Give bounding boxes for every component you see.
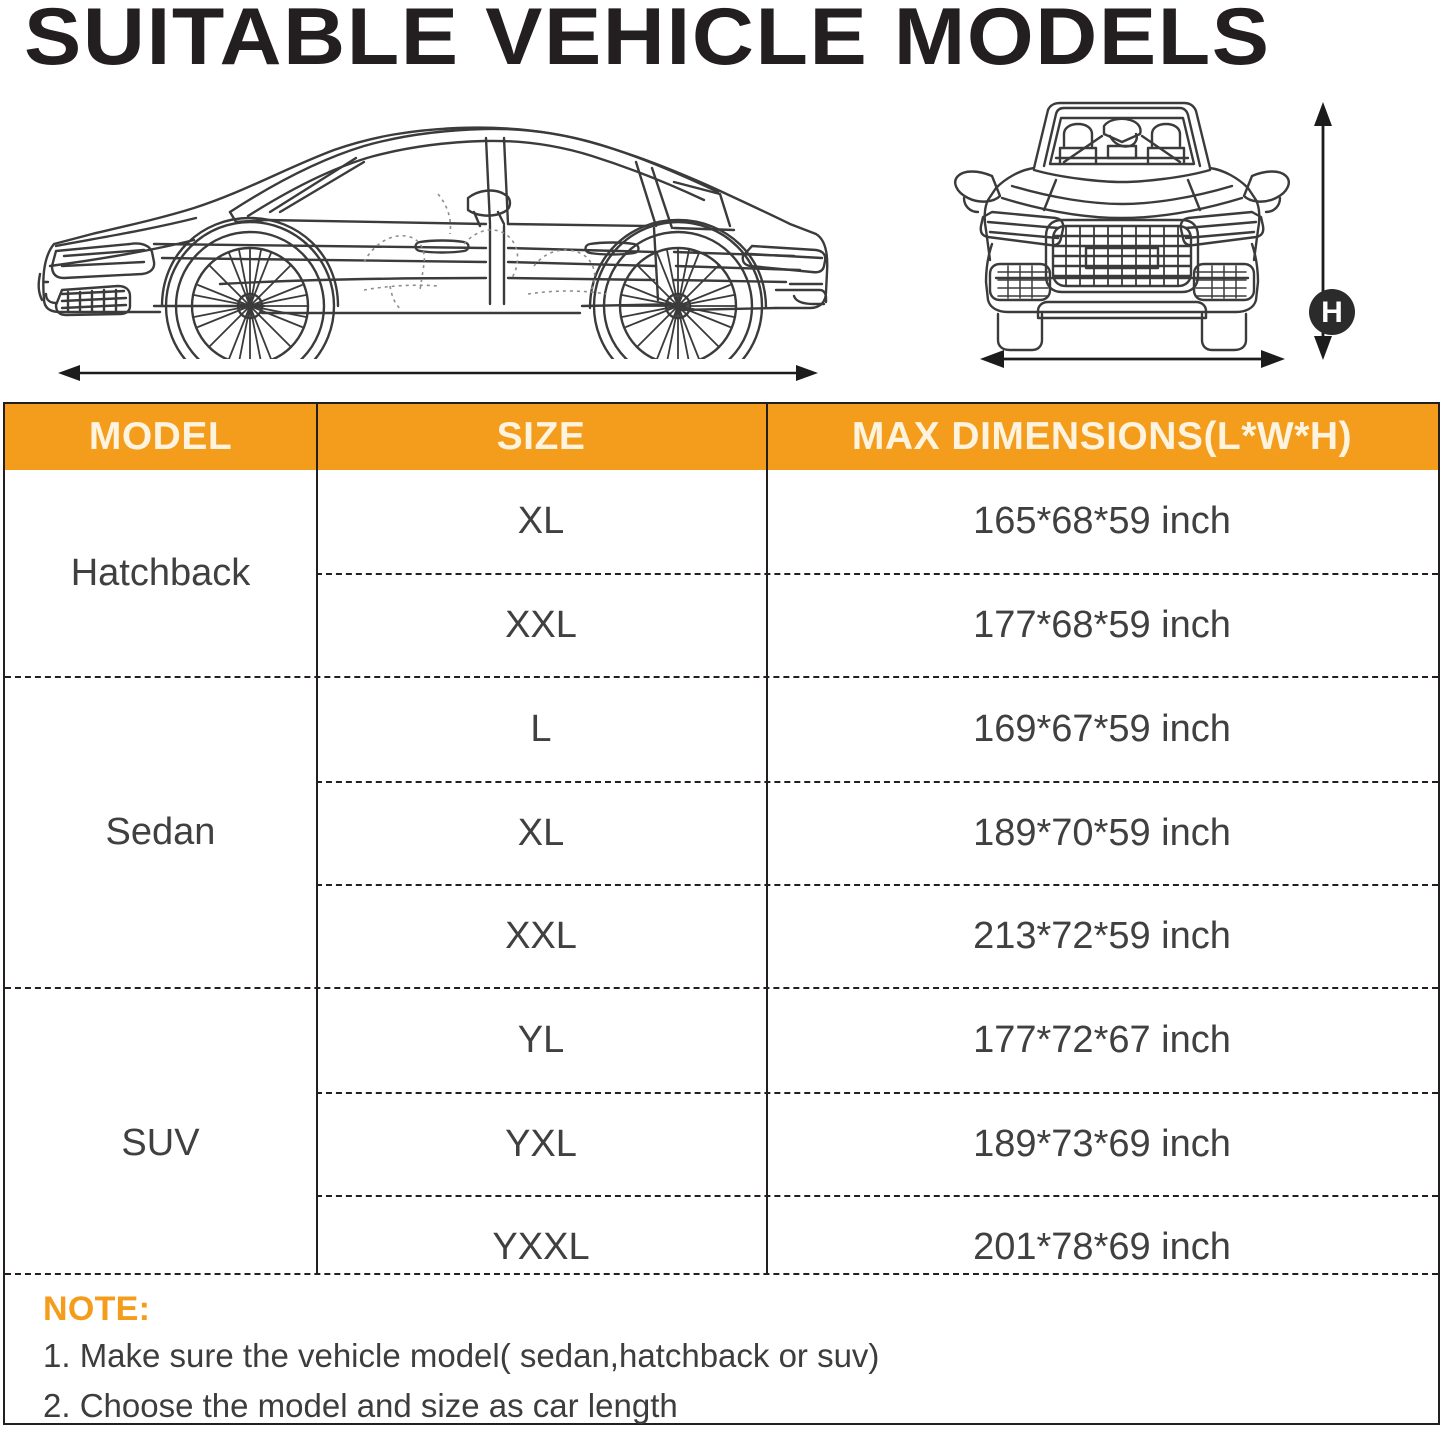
cell-dimensions: 201*78*69 inch [973, 1226, 1231, 1268]
group-label-model: Sedan [105, 811, 216, 853]
column-header-size: SIZE [496, 415, 586, 458]
side-view-car-icon [37, 126, 829, 359]
vehicle-models-table: MODEL SIZE MAX DIMENSIONS(L*W*H) Hatchba… [3, 402, 1440, 1425]
table-row: YXXL 201*78*69 inch [316, 1195, 1438, 1298]
table-group-hatchback: Hatchback XL 165*68*59 inch XXL 177*68*5… [5, 470, 1438, 676]
cell-dimensions: 189*73*69 inch [973, 1123, 1231, 1165]
cell-size: XL [517, 812, 565, 854]
cell-size: YL [517, 1019, 565, 1061]
group-label-model: Hatchback [70, 551, 251, 594]
table-row: XL 189*70*59 inch [316, 781, 1438, 884]
group-label-model: SUV [121, 1122, 200, 1164]
vehicle-diagram: L W H [0, 92, 1445, 488]
table-group-sedan: Sedan L 169*67*59 inch XL 189*70*59 inch… [5, 676, 1438, 987]
height-badge: H [1309, 289, 1355, 335]
table-row: YXL 189*73*69 inch [316, 1092, 1438, 1195]
front-view-car-icon [954, 101, 1290, 352]
note-line-1: 1. Make sure the vehicle model( sedan,ha… [43, 1337, 880, 1374]
table-row: L 169*67*59 inch [316, 678, 1438, 781]
table-group-suv: SUV YL 177*72*67 inch YXL 189*73*69 inch… [5, 987, 1438, 1298]
table-row: XXL 177*68*59 inch [316, 573, 1438, 676]
table-header-row: MODEL SIZE MAX DIMENSIONS(L*W*H) [5, 404, 1438, 470]
column-header-dimensions: MAX DIMENSIONS(L*W*H) [851, 415, 1353, 458]
column-divider-1 [316, 404, 318, 1275]
table-row: YL 177*72*67 inch [316, 989, 1438, 1092]
page-title: SUITABLE VEHICLE MODELS [24, 0, 1271, 82]
cell-dimensions: 177*72*67 inch [973, 1019, 1231, 1061]
cell-size: L [530, 708, 552, 750]
cell-dimensions: 177*68*59 inch [973, 604, 1231, 646]
cell-dimensions: 189*70*59 inch [973, 812, 1231, 854]
table-row: XL 165*68*59 inch [316, 470, 1438, 573]
width-arrow-icon [980, 350, 1285, 368]
cell-dimensions: 213*72*59 inch [973, 915, 1231, 957]
note-section: NOTE: 1. Make sure the vehicle model( se… [5, 1275, 1438, 1424]
cell-dimensions: 165*68*59 inch [973, 500, 1231, 542]
cell-size: YXXL [492, 1226, 590, 1268]
table-body: Hatchback XL 165*68*59 inch XXL 177*68*5… [5, 470, 1438, 1298]
cell-size: YXL [505, 1123, 577, 1165]
cell-size: XXL [505, 604, 577, 646]
cell-size: XXL [505, 915, 577, 957]
cell-dimensions: 169*67*59 inch [973, 708, 1231, 750]
column-divider-2 [766, 404, 768, 1275]
table-row: XXL 213*72*59 inch [316, 884, 1438, 987]
length-arrow-icon [58, 365, 818, 381]
note-line-2: 2. Choose the model and size as car leng… [43, 1387, 678, 1424]
cell-size: XL [517, 500, 565, 542]
note-separator [5, 1273, 1438, 1275]
note-title: NOTE: [43, 1290, 151, 1328]
column-header-model: MODEL [88, 415, 233, 458]
